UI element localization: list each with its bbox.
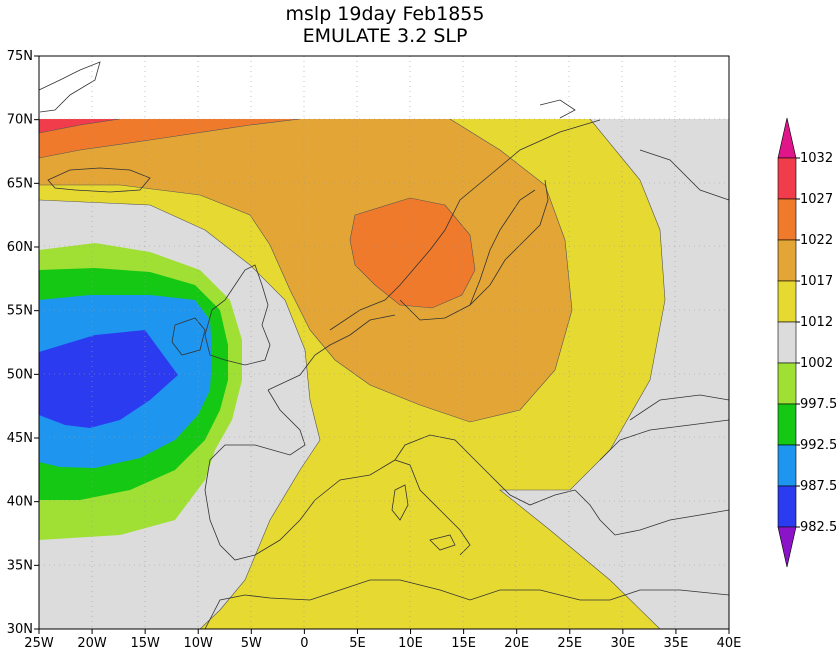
x-tick-label: 0: [300, 636, 308, 651]
field-1022-1027: [39, 119, 300, 158]
colorbar-band: [777, 444, 797, 487]
field-1017-1022: [39, 119, 572, 422]
y-tick-label: 40N: [7, 495, 33, 510]
colorbar-bottom-arrow: [777, 526, 797, 568]
plot-frame: [38, 55, 730, 630]
y-tick-label: 70N: [7, 113, 33, 128]
no-data-region: [39, 56, 729, 119]
colorbar-label: 982.5: [800, 520, 836, 535]
x-tick-label: 40E: [717, 636, 742, 651]
x-tick-label: 35E: [664, 636, 689, 651]
colorbar-band: [777, 321, 797, 364]
y-tick-label: 30N: [7, 622, 33, 637]
x-tick-label: 10W: [184, 636, 214, 651]
x-tick-label: 25E: [557, 636, 582, 651]
y-axis: 75N 70N 65N 60N 55N 50N 45N 40N 35N 30N: [7, 49, 39, 637]
colorbar-label: 987.5: [800, 479, 836, 494]
y-tick-label: 50N: [7, 367, 33, 382]
grid-lines: [39, 56, 729, 629]
colorbar-top-arrow: [777, 117, 797, 159]
colorbar-band: [777, 280, 797, 323]
colorbar-label: 992.5: [800, 438, 836, 453]
colorbar: 1032 1027 1022 1017 1012 1002 997.5 992.5 987.5 9…: [777, 117, 836, 568]
y-tick-label: 35N: [7, 558, 33, 573]
colorbar-band: [777, 485, 797, 528]
colorbar-label: 1017: [800, 274, 833, 289]
colorbar-label: 1022: [800, 233, 833, 248]
title-line-1: mslp 19day Feb1855: [286, 3, 485, 25]
colorbar-label: 1032: [800, 151, 833, 166]
x-tick-label: 25W: [24, 636, 54, 651]
x-tick-label: 15W: [130, 636, 160, 651]
field-1022-1027-center: [350, 198, 475, 308]
y-tick-label: 75N: [7, 49, 33, 64]
coastlines: [38, 61, 730, 630]
x-tick-label: 5W: [241, 636, 262, 651]
x-tick-label: 5E: [349, 636, 366, 651]
x-tick-label: 30E: [610, 636, 635, 651]
x-tick-label: 10E: [398, 636, 423, 651]
x-tick-label: 15E: [451, 636, 476, 651]
y-tick-label: 55N: [7, 304, 33, 319]
colorbar-band: [777, 362, 797, 405]
field-1002-1012-east: [500, 119, 729, 629]
y-tick-label: 65N: [7, 176, 33, 191]
x-axis: 25W 20W 15W 10W 5W 0 5E 10E 15E 20E 25E 30E 35E 40E: [24, 629, 741, 651]
y-tick-label: 60N: [7, 240, 33, 255]
colorbar-band: [777, 403, 797, 446]
colorbar-label: 1027: [800, 192, 833, 207]
colorbar-band: [777, 239, 797, 282]
pressure-fields: [39, 119, 729, 629]
title-line-2: EMULATE 3.2 SLP: [303, 25, 468, 47]
x-tick-label: 20W: [77, 636, 107, 651]
colorbar-label: 997.5: [800, 397, 836, 412]
contour-lines: [39, 119, 666, 629]
x-tick-label: 20E: [504, 636, 529, 651]
plot-area: [38, 55, 730, 630]
field-982-987: [39, 330, 178, 428]
colorbar-label: 1012: [800, 315, 833, 330]
y-tick-label: 45N: [7, 431, 33, 446]
colorbar-band: [777, 198, 797, 241]
colorbar-label: 1002: [800, 356, 833, 371]
colorbar-band: [777, 157, 797, 200]
field-1027-1032: [39, 119, 120, 133]
